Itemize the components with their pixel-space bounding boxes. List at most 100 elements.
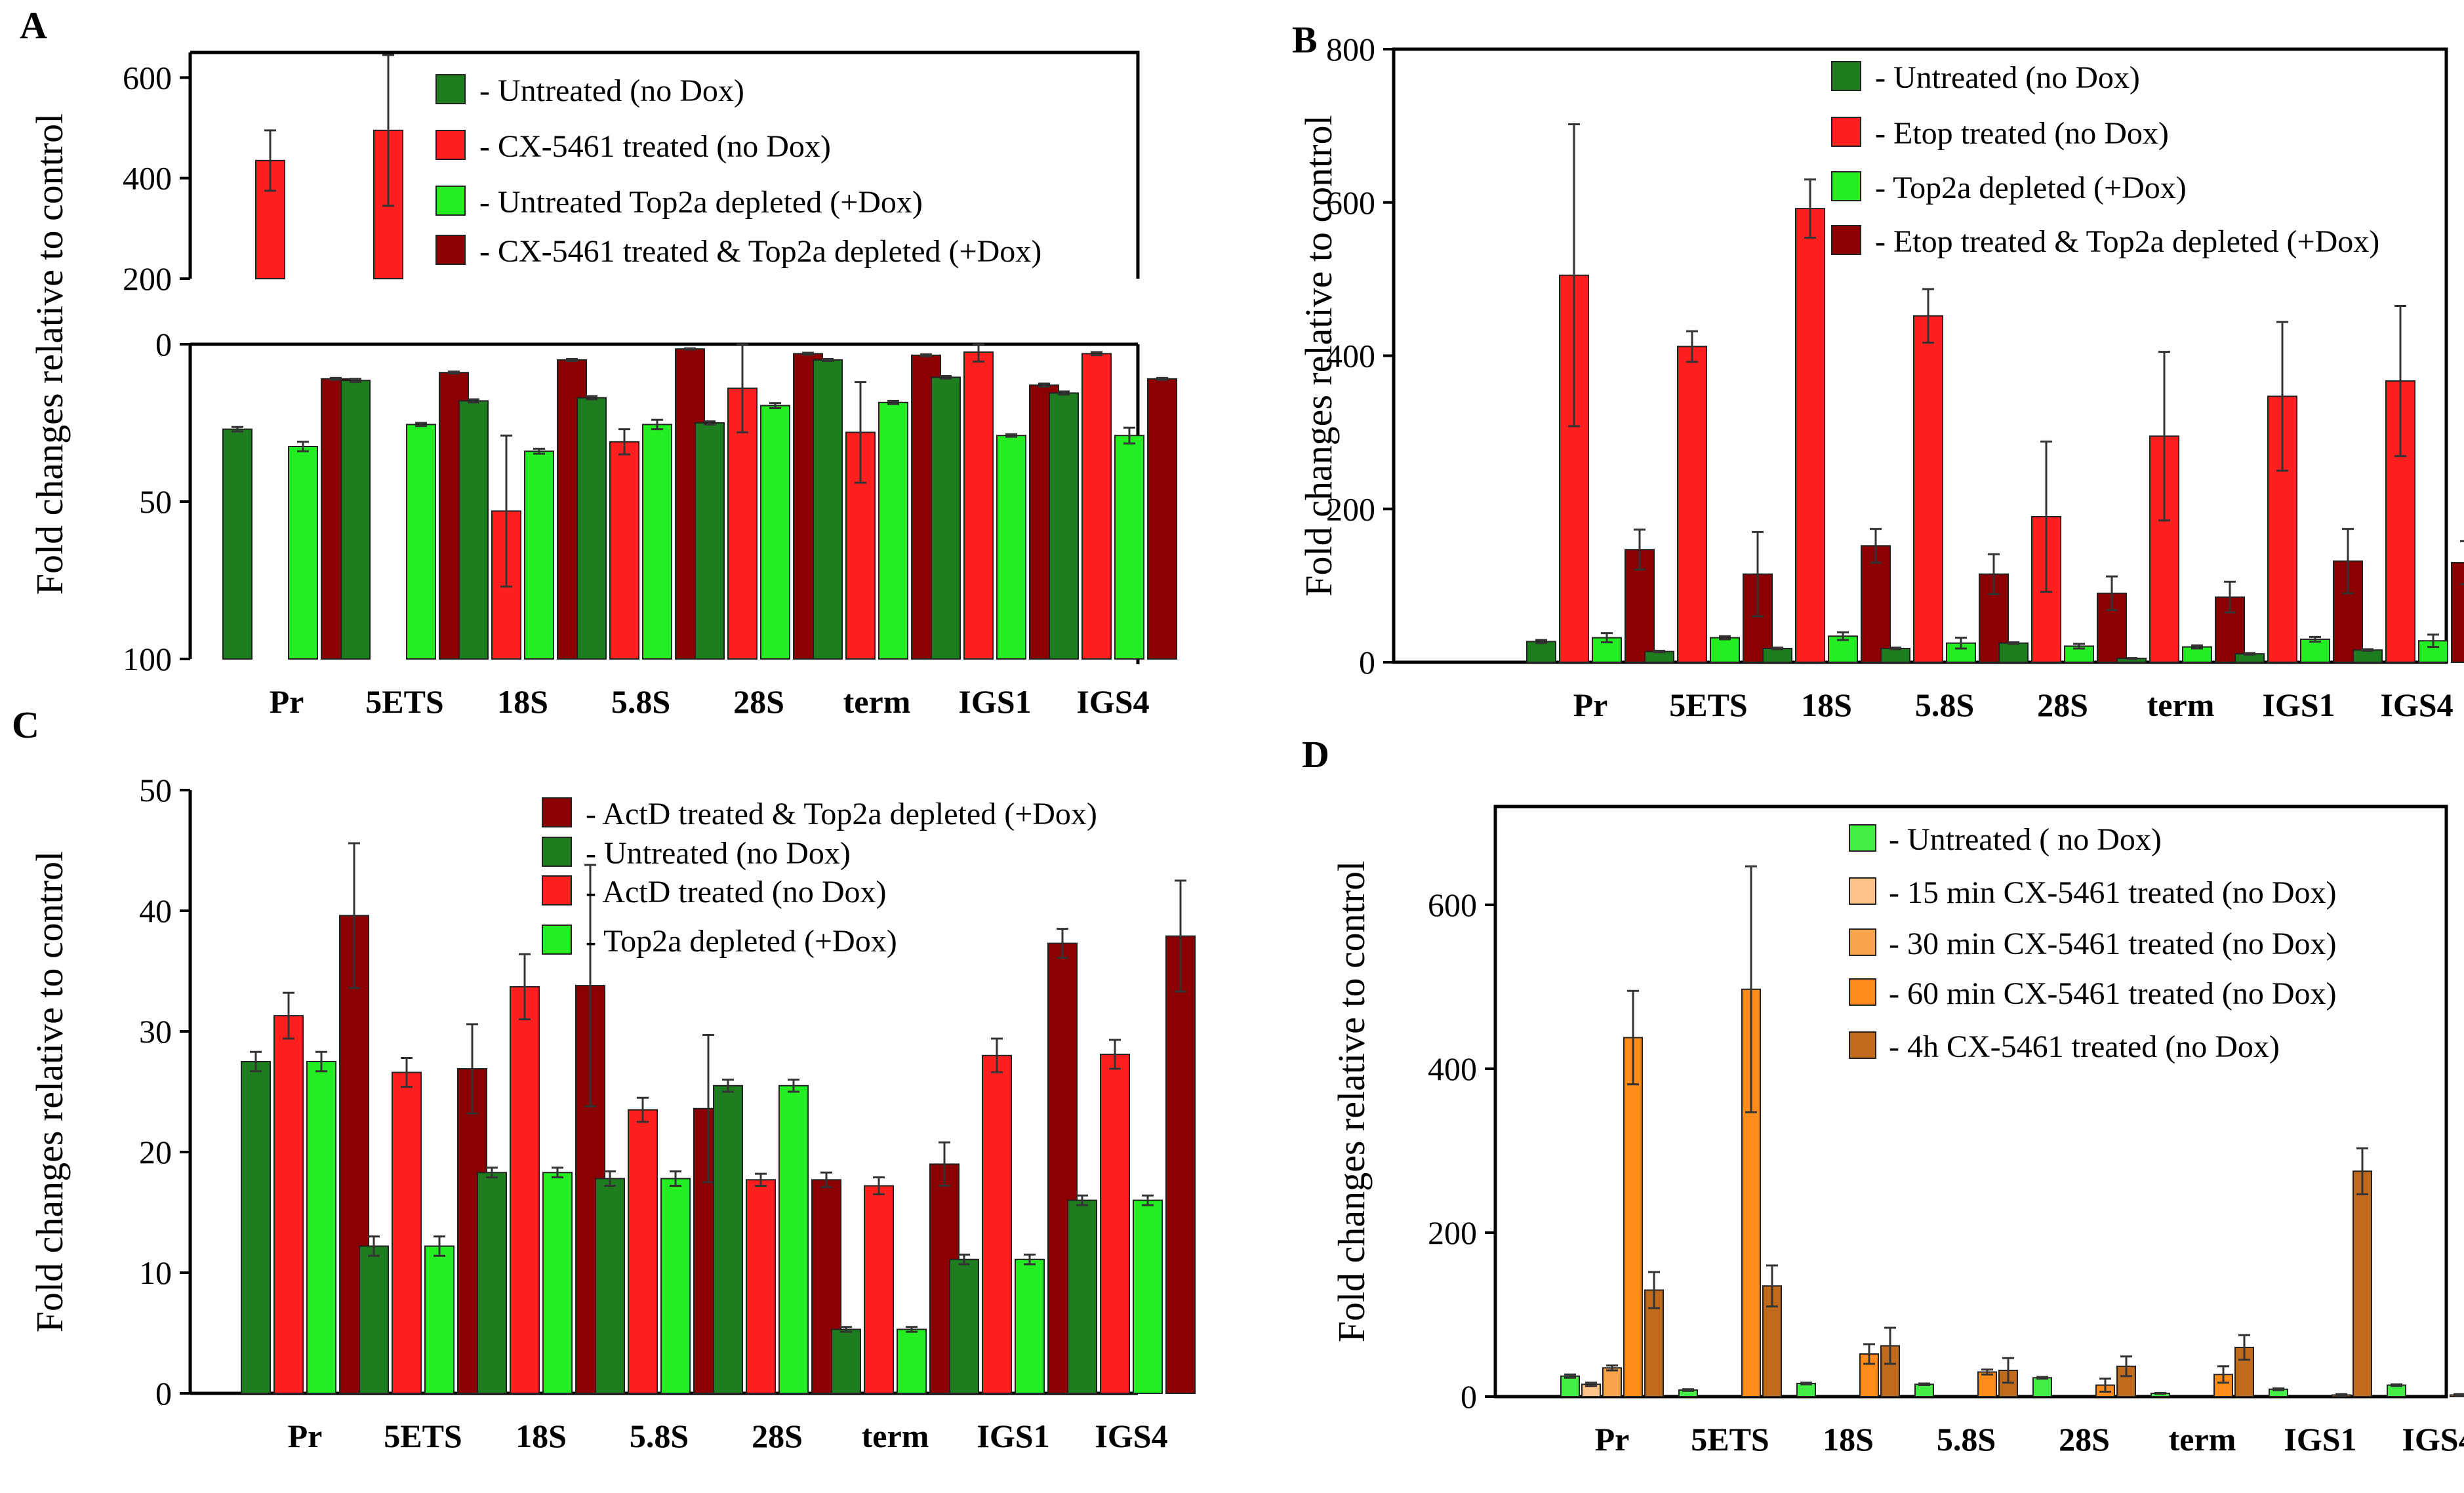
bar bbox=[778, 1085, 809, 1395]
x-category-label: 5.8S bbox=[1937, 1421, 1996, 1458]
bar bbox=[1081, 353, 1112, 660]
error-bar bbox=[920, 353, 932, 357]
legend-swatch bbox=[542, 797, 572, 827]
error-bar bbox=[401, 1056, 413, 1088]
x-category-label: 28S bbox=[2037, 687, 2088, 723]
error-bar bbox=[2008, 641, 2019, 645]
y-tick-label: 600 bbox=[123, 59, 172, 96]
plot-frame bbox=[1493, 805, 2448, 1399]
legend-swatch bbox=[542, 875, 572, 906]
error-bar bbox=[1535, 639, 1547, 645]
legend-swatch bbox=[435, 235, 466, 265]
error-bar bbox=[1606, 1364, 1618, 1372]
error-bar bbox=[1057, 928, 1068, 959]
bar bbox=[982, 1054, 1012, 1395]
x-category-label: IGS4 bbox=[1095, 1418, 1167, 1454]
error-bar bbox=[737, 343, 748, 433]
error-bar bbox=[500, 434, 512, 588]
bar bbox=[1165, 935, 1196, 1394]
error-bar bbox=[2040, 440, 2052, 593]
error-bar bbox=[684, 347, 696, 351]
error-bar bbox=[822, 358, 834, 362]
bar bbox=[477, 1172, 507, 1395]
error-bar bbox=[350, 378, 361, 384]
error-bar bbox=[315, 1050, 327, 1073]
error-bar bbox=[637, 1096, 649, 1123]
bar bbox=[897, 1328, 927, 1394]
bar bbox=[996, 435, 1026, 660]
x-category-label: 28S bbox=[752, 1418, 803, 1454]
error-bar bbox=[486, 1166, 498, 1179]
bar bbox=[695, 422, 725, 660]
x-category-label: term bbox=[862, 1418, 929, 1454]
bar bbox=[760, 405, 790, 660]
error-bar bbox=[348, 842, 360, 989]
bar bbox=[1861, 545, 1891, 663]
x-category-label: IGS1 bbox=[977, 1418, 1049, 1454]
bar bbox=[524, 450, 554, 660]
x-category-label: term bbox=[843, 683, 911, 720]
x-category-label: IGS4 bbox=[2402, 1421, 2464, 1458]
error-bar bbox=[2106, 575, 2118, 612]
error-bar bbox=[330, 376, 342, 381]
y-tick-label: 200 bbox=[123, 260, 172, 297]
error-bar bbox=[2099, 1378, 2111, 1393]
error-bar bbox=[466, 1023, 478, 1115]
error-bar bbox=[382, 54, 394, 207]
y-tick-label: 400 bbox=[1428, 1050, 1477, 1087]
error-bar bbox=[1109, 1039, 1121, 1070]
error-bar bbox=[1024, 1253, 1036, 1265]
error-bar bbox=[1766, 1264, 1778, 1307]
bar bbox=[340, 380, 371, 660]
legend-swatch bbox=[542, 837, 572, 867]
y-tick-label: 200 bbox=[1428, 1214, 1477, 1251]
error-bar bbox=[1076, 1194, 1088, 1206]
error-bar bbox=[2309, 635, 2321, 643]
error-bar bbox=[722, 1079, 734, 1093]
legend-swatch bbox=[1849, 978, 1876, 1006]
bar bbox=[222, 428, 252, 660]
y-tick-label: 0 bbox=[155, 326, 172, 363]
x-category-label: 28S bbox=[733, 683, 784, 720]
legend-swatch bbox=[1849, 928, 1876, 956]
legend-swatch bbox=[435, 186, 466, 216]
error-bar bbox=[820, 1171, 832, 1188]
x-category-label: IGS4 bbox=[1076, 683, 1149, 720]
x-category-label: 5.8S bbox=[1915, 687, 1974, 723]
legend-swatch bbox=[1831, 171, 1861, 201]
error-bar bbox=[1627, 989, 1639, 1086]
x-category-label: 5.8S bbox=[611, 683, 670, 720]
bar bbox=[1049, 392, 1079, 660]
error-bar bbox=[704, 420, 716, 426]
bar bbox=[273, 1015, 304, 1394]
x-category-label: term bbox=[2169, 1421, 2236, 1458]
legend-label: - Etop treated (no Dox) bbox=[1875, 116, 2169, 151]
bar bbox=[1913, 315, 1943, 664]
bar bbox=[1560, 1375, 1580, 1397]
bar bbox=[2353, 649, 2383, 663]
error-bar bbox=[283, 991, 294, 1040]
y-tick-label: 50 bbox=[139, 772, 172, 808]
x-category-label: 18S bbox=[497, 683, 548, 720]
legend-label: - Top2a depleted (+Dox) bbox=[1875, 170, 2187, 205]
x-category-label: IGS1 bbox=[2284, 1421, 2356, 1458]
error-bar bbox=[2158, 351, 2170, 522]
legend-label: - ActD treated & Top2a depleted (+Dox) bbox=[586, 797, 1097, 831]
error-bar bbox=[519, 953, 531, 1021]
error-bar bbox=[1863, 1343, 1875, 1365]
legend-label: - Untreated (no Dox) bbox=[1875, 60, 2140, 95]
error-bar bbox=[940, 374, 952, 380]
error-bar bbox=[368, 1235, 380, 1257]
bar bbox=[392, 1071, 422, 1395]
bar bbox=[931, 376, 961, 660]
error-bar bbox=[552, 1166, 563, 1179]
bar bbox=[813, 359, 843, 660]
x-category-label: Pr bbox=[288, 1418, 323, 1454]
error-bar bbox=[586, 395, 597, 401]
error-bar bbox=[1648, 1271, 1660, 1309]
panel-label-b: B bbox=[1292, 18, 1318, 61]
bar bbox=[306, 1061, 336, 1394]
error-bar bbox=[1837, 631, 1849, 641]
legend-swatch bbox=[1831, 61, 1861, 91]
error-bar bbox=[1568, 123, 1580, 428]
